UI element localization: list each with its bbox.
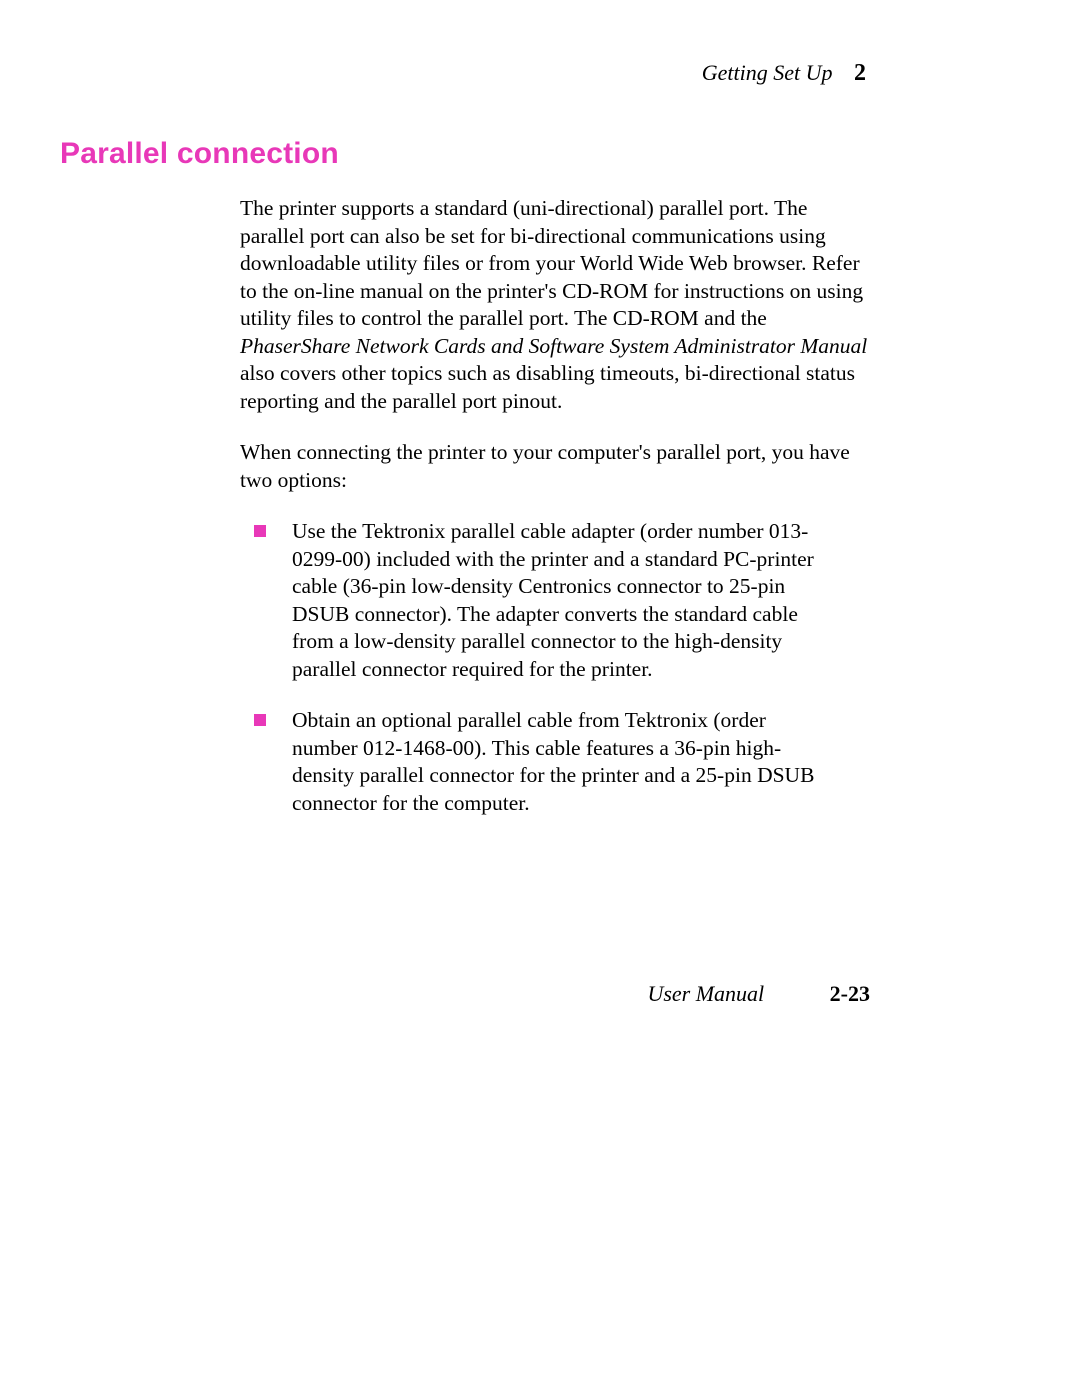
paragraph-1-italic: PhaserShare Network Cards and Software S… <box>240 334 867 358</box>
section-title: Parallel connection <box>60 137 870 171</box>
list-item: Use the Tektronix parallel cable adapter… <box>240 518 870 683</box>
header-chapter-number: 2 <box>854 60 866 86</box>
footer-page-number: 2-23 <box>830 981 870 1006</box>
paragraph-1-text-b: also covers other topics such as disabli… <box>240 361 855 413</box>
list-item: Obtain an optional parallel cable from T… <box>240 707 870 817</box>
page-footer: User Manual 2-23 <box>647 981 870 1007</box>
paragraph-1: The printer supports a standard (uni-dir… <box>240 195 870 415</box>
page-header: Getting Set Up 2 <box>60 60 870 87</box>
bullet-list: Use the Tektronix parallel cable adapter… <box>240 518 870 817</box>
footer-manual-label: User Manual <box>647 981 764 1006</box>
document-page: Getting Set Up 2 Parallel connection The… <box>0 0 1080 1397</box>
paragraph-1-text-a: The printer supports a standard (uni-dir… <box>240 196 863 330</box>
body-content: The printer supports a standard (uni-dir… <box>240 195 870 817</box>
paragraph-2: When connecting the printer to your comp… <box>240 439 870 494</box>
header-section-name: Getting Set Up <box>702 60 833 85</box>
